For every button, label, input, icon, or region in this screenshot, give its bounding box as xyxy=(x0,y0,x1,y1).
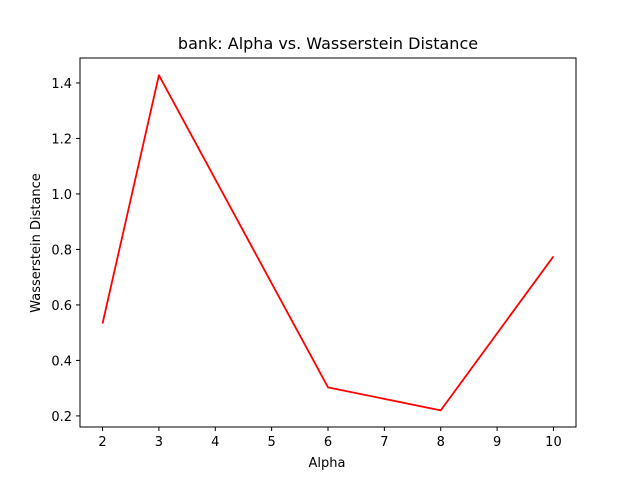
series-line-0 xyxy=(101,74,555,412)
y-tick-label: 1.4 xyxy=(51,77,72,92)
x-tick-label: 7 xyxy=(380,435,388,450)
x-tick-label: 8 xyxy=(437,435,445,450)
y-tick-label: 1.0 xyxy=(51,188,72,203)
x-tick-label: 10 xyxy=(545,435,562,450)
y-tick-label: 1.2 xyxy=(51,132,72,147)
chart-title: bank: Alpha vs. Wasserstein Distance xyxy=(178,34,478,53)
x-tick-label: 3 xyxy=(155,435,163,450)
y-tick-label: 0.4 xyxy=(51,354,72,369)
y-axis-label: Wasserstein Distance xyxy=(29,173,44,313)
y-tick-label: 0.6 xyxy=(51,299,72,314)
x-tick-label: 2 xyxy=(98,435,106,450)
x-tick-label: 4 xyxy=(211,435,219,450)
x-axis-label: Alpha xyxy=(309,456,346,471)
x-tick-label: 6 xyxy=(324,435,332,450)
y-tick-label: 0.8 xyxy=(51,243,72,258)
y-tick-label: 0.2 xyxy=(51,410,72,425)
plot-area: 2 3 4 5 6 7 8 9 10 0.2 0.4 0.6 0.8 1.0 1.2 1.4 xyxy=(51,57,577,450)
x-tick-label: 5 xyxy=(267,435,275,450)
x-tick-label: 9 xyxy=(493,435,501,450)
